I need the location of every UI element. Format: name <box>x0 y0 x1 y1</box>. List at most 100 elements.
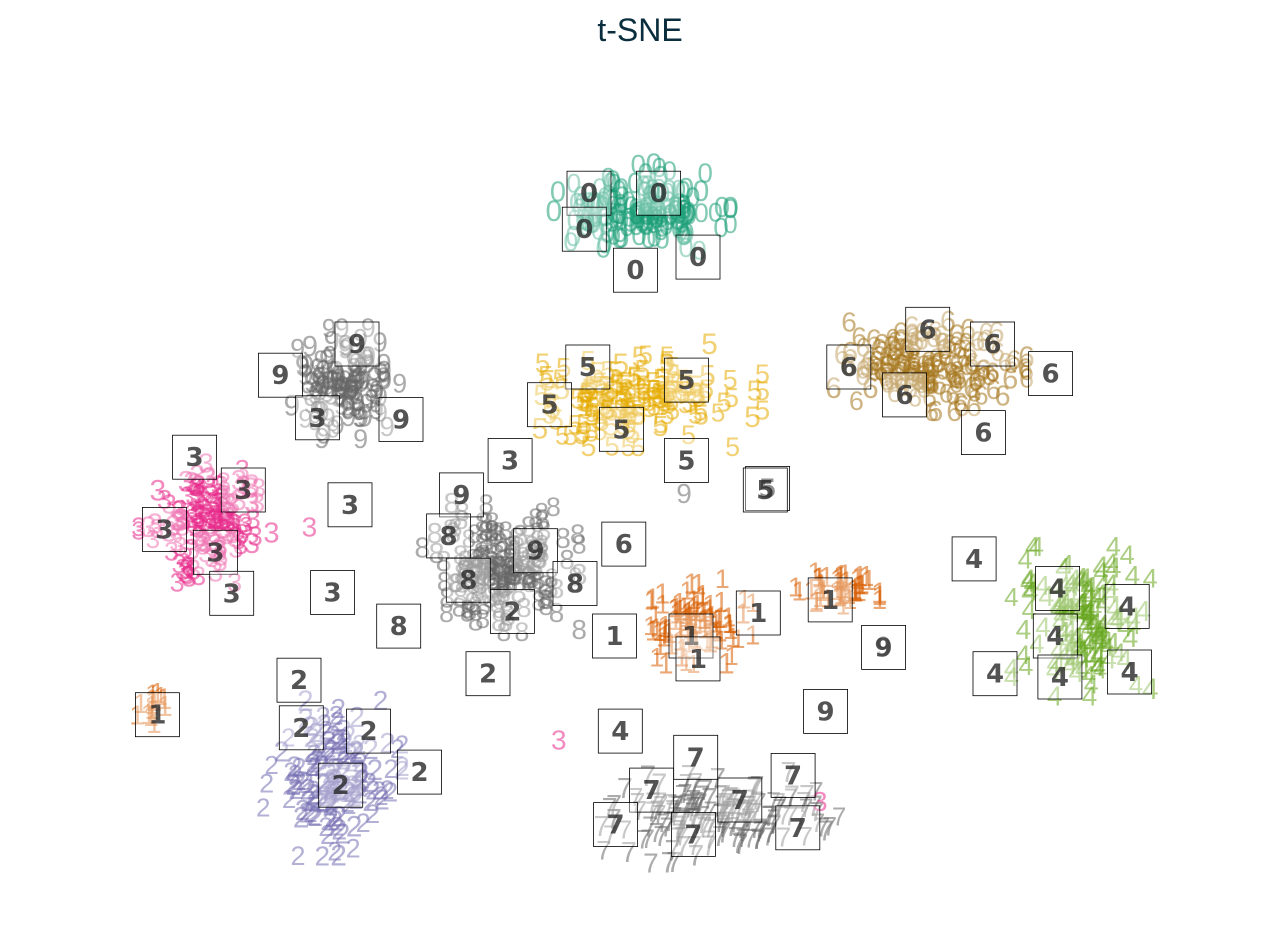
point-digit-0-159: 0 <box>624 191 638 221</box>
point-digit-2-443: 2 <box>291 753 306 783</box>
point-digit-0-122: 0 <box>630 197 646 229</box>
point-digit-4-695: 4 <box>1100 632 1114 662</box>
point-digit-2-328: 2 <box>313 737 328 767</box>
thumbnail-0-1: 0 <box>636 170 681 216</box>
point-digit-7-1168: 7 <box>691 809 707 840</box>
point-digit-2-357: 2 <box>346 834 361 864</box>
point-digit-2-377: 2 <box>342 790 356 820</box>
thumbnail-digit: 4 <box>965 545 983 575</box>
thumbnail-digit: 2 <box>332 771 350 801</box>
thumbnail-9-50: 9 <box>861 625 906 670</box>
point-digit-6-968: 6 <box>988 317 1005 350</box>
point-digit-0-93: 0 <box>654 223 670 254</box>
point-digit-4-659: 4 <box>1046 649 1060 679</box>
point-digit-0-157: 0 <box>583 208 599 240</box>
point-digit-1-259: 1 <box>830 564 845 594</box>
point-digit-2-456: 2 <box>330 800 347 833</box>
point-digit-7-1068: 7 <box>738 797 754 829</box>
point-digit-6-915: 6 <box>922 382 937 412</box>
point-digit-7-1132: 7 <box>659 812 675 843</box>
point-digit-3-480: 3 <box>170 568 185 598</box>
point-digit-3-543: 3 <box>203 512 218 542</box>
point-digit-2-351: 2 <box>349 736 365 768</box>
point-digit-2-313: 2 <box>322 775 338 806</box>
point-digit-6-930: 6 <box>925 322 941 354</box>
point-digit-0-100: 0 <box>567 205 583 237</box>
point-digit-5-778: 5 <box>578 387 594 419</box>
point-digit-2-371: 2 <box>379 728 395 760</box>
point-digit-0-43: 0 <box>613 192 627 222</box>
point-digit-3-495: 3 <box>216 467 231 497</box>
thumbnail-0-3: 0 <box>675 234 721 280</box>
point-digit-1-210: 1 <box>682 603 698 635</box>
point-digit-7-1138: 7 <box>651 769 667 801</box>
point-digit-7-1179: 7 <box>717 787 734 820</box>
point-digit-1-196: 1 <box>654 579 670 611</box>
point-digit-6-1010: 6 <box>933 320 950 353</box>
point-digit-5-877: 5 <box>653 363 667 393</box>
point-digit-7-1193: 7 <box>689 786 705 817</box>
point-digit-3-468: 3 <box>202 509 218 540</box>
thumbnail-6-6: 6 <box>970 321 1015 367</box>
point-digit-4-706: 4 <box>1017 545 1032 575</box>
point-digit-6-1028: 6 <box>921 349 936 379</box>
point-digit-3-521: 3 <box>171 506 187 538</box>
point-digit-2-384: 2 <box>297 767 314 800</box>
point-digit-7-1160: 7 <box>721 796 737 828</box>
point-digit-2-409: 2 <box>349 702 365 734</box>
point-digit-3-497: 3 <box>211 469 227 500</box>
point-digit-4-649: 4 <box>1122 622 1138 654</box>
point-digit-6-916: 6 <box>953 388 968 418</box>
point-digit-2-449: 2 <box>349 770 366 803</box>
point-digit-1-223: 1 <box>697 604 713 636</box>
thumbnail-6-7: 6 <box>826 344 872 390</box>
thumbnail-2-56: 2 <box>318 762 364 808</box>
point-digit-5-763: 5 <box>578 395 593 425</box>
point-digit-5-786: 5 <box>755 359 770 389</box>
point-digit-1-201: 1 <box>696 604 712 635</box>
point-digit-4-605: 4 <box>1060 625 1076 657</box>
point-digit-4-599: 4 <box>1071 632 1085 662</box>
point-digit-2-317: 2 <box>374 781 389 811</box>
point-digit-6-1011: 6 <box>886 342 902 373</box>
point-digit-6-1012: 6 <box>866 325 882 357</box>
point-digit-0-56: 0 <box>601 180 617 211</box>
point-digit-2-444: 2 <box>336 724 352 756</box>
point-digit-1-220: 1 <box>671 587 688 620</box>
point-digit-2-413: 2 <box>314 752 330 784</box>
point-digit-1-229: 1 <box>702 603 718 634</box>
point-digit-3-523: 3 <box>193 501 210 534</box>
point-digit-5-840: 5 <box>646 374 662 405</box>
point-digit-3-562: 3 <box>184 534 200 566</box>
point-digit-5-881: 5 <box>580 431 596 463</box>
point-digit-1-304: 1 <box>144 695 158 725</box>
point-digit-5-788: 5 <box>612 348 629 381</box>
thumbnail-9-51: 9 <box>803 689 848 734</box>
point-digit-5-772: 5 <box>583 399 600 432</box>
point-digit-3-505: 3 <box>170 495 185 525</box>
point-digit-1-213: 1 <box>675 633 691 664</box>
point-digit-5-766: 5 <box>584 392 600 424</box>
point-digit-4-687: 4 <box>1016 640 1031 670</box>
point-digit-0-111: 0 <box>639 192 654 222</box>
point-digit-5-769: 5 <box>600 394 615 424</box>
point-digit-7-1154: 7 <box>665 797 682 830</box>
point-digit-3-1469: 3 <box>551 725 567 756</box>
point-digit-6-919: 6 <box>907 345 922 375</box>
point-digit-5-768: 5 <box>617 377 633 408</box>
point-digit-6-1022: 6 <box>930 347 947 380</box>
point-digit-5-773: 5 <box>556 352 572 383</box>
point-digit-6-905: 6 <box>885 346 901 377</box>
point-digit-0-119: 0 <box>587 202 603 234</box>
point-digit-4-668: 4 <box>1054 586 1070 617</box>
point-digit-6-959: 6 <box>962 336 978 367</box>
point-digit-0-101: 0 <box>640 200 656 231</box>
point-digit-3-479: 3 <box>203 478 219 509</box>
point-digit-0-47: 0 <box>565 221 581 253</box>
point-digit-7-1186: 7 <box>629 782 643 812</box>
thumbnail-digit: 1 <box>605 622 623 652</box>
point-digit-7-1053: 7 <box>645 787 661 819</box>
point-digit-2-440: 2 <box>336 735 352 767</box>
point-digit-7-1072: 7 <box>743 794 758 824</box>
point-digit-7-1082: 7 <box>743 824 758 854</box>
